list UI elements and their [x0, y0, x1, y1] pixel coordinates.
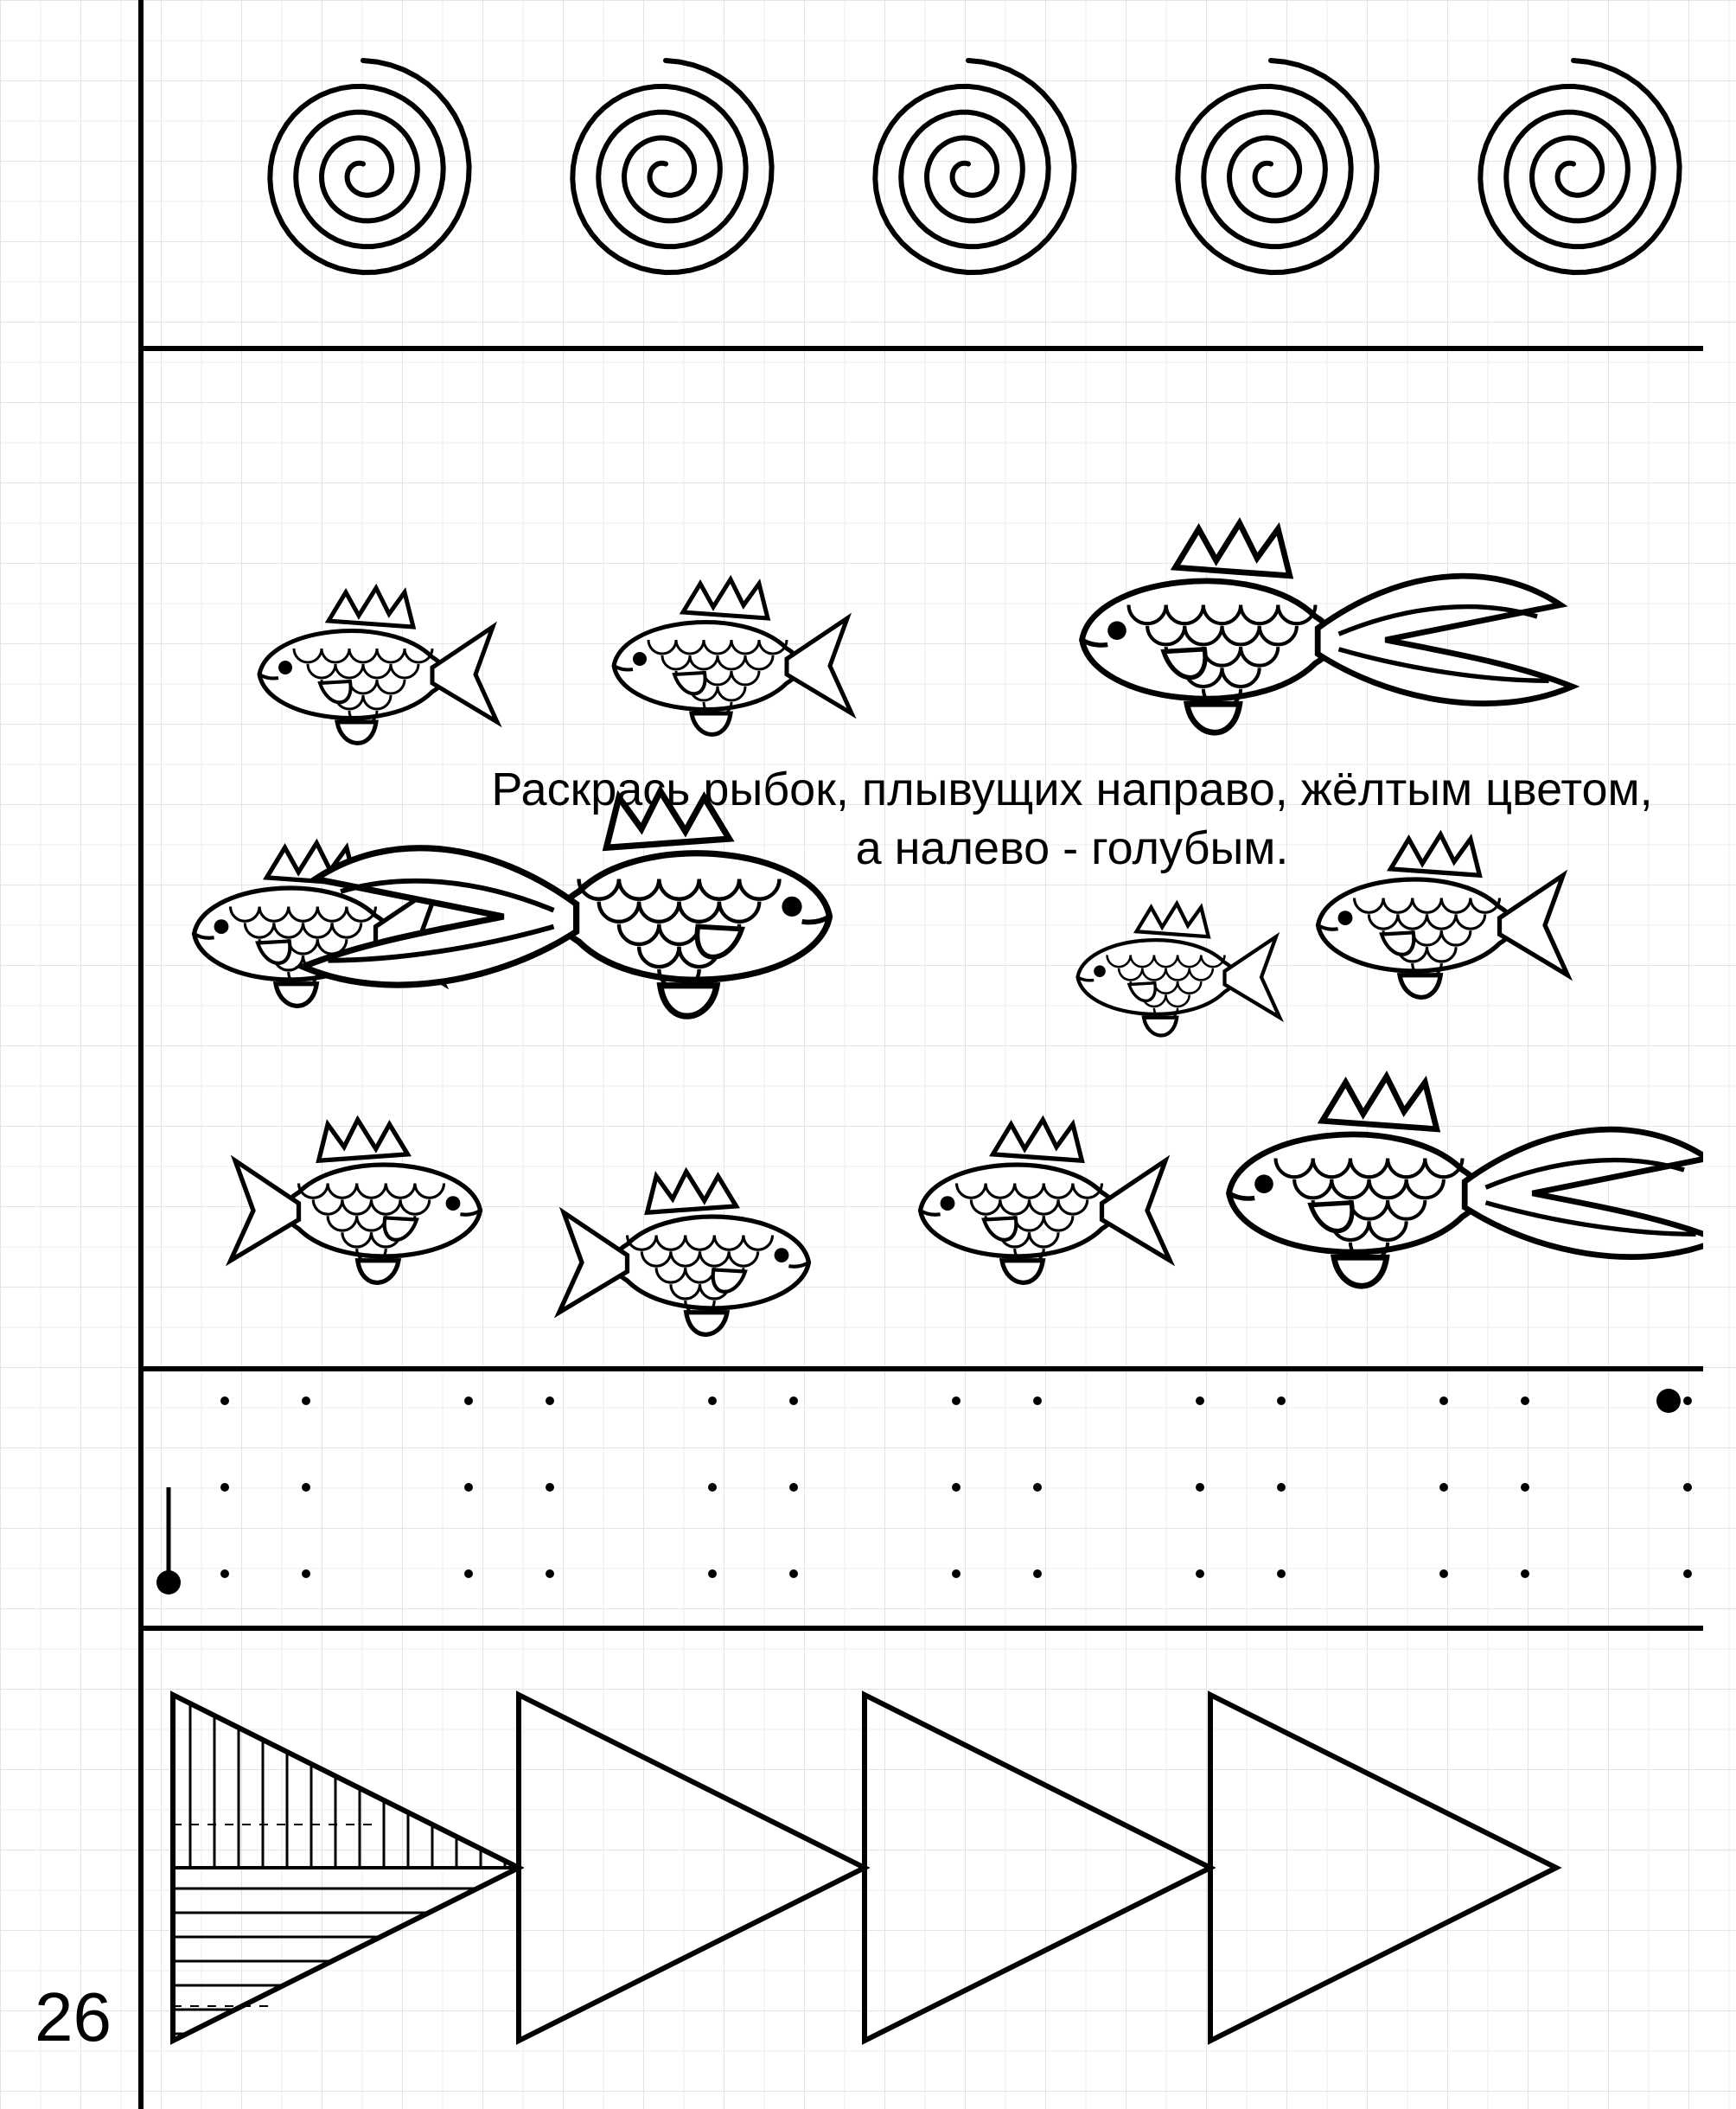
- spirals-row: [138, 0, 1703, 346]
- spirals-svg: [138, 0, 1703, 346]
- fish-exercise: Раскрась рыбок, плывущих направо, жёлтым…: [138, 372, 1703, 1366]
- page-number: 26: [35, 1978, 112, 2057]
- fish-svg: [138, 372, 1703, 1366]
- divider: [138, 346, 1703, 351]
- worksheet-page: Раскрась рыбок, плывущих направо, жёлтым…: [0, 0, 1736, 2109]
- divider: [138, 1626, 1703, 1631]
- divider: [138, 1366, 1703, 1371]
